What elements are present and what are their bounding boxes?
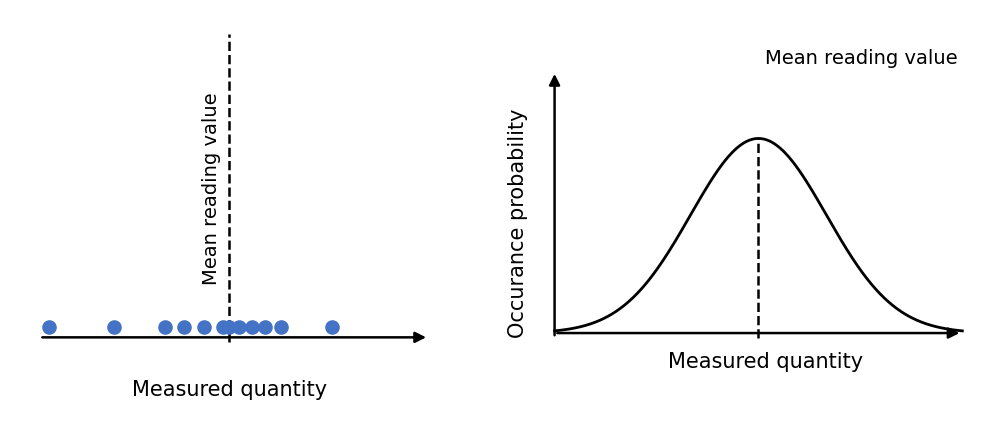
- Point: [157, 324, 173, 331]
- Point: [325, 324, 341, 331]
- Point: [176, 324, 192, 331]
- Text: Measured quantity: Measured quantity: [131, 380, 327, 400]
- Point: [273, 324, 289, 331]
- Point: [195, 324, 211, 331]
- Point: [106, 324, 122, 331]
- Text: Mean reading value: Mean reading value: [765, 49, 958, 68]
- Point: [257, 324, 273, 331]
- Point: [221, 324, 237, 331]
- Text: Mean reading value: Mean reading value: [202, 92, 221, 285]
- Point: [231, 324, 247, 331]
- Point: [41, 324, 57, 331]
- Text: Occurance probability: Occurance probability: [508, 109, 528, 338]
- Text: Measured quantity: Measured quantity: [667, 352, 863, 372]
- Point: [244, 324, 260, 331]
- Point: [215, 324, 231, 331]
